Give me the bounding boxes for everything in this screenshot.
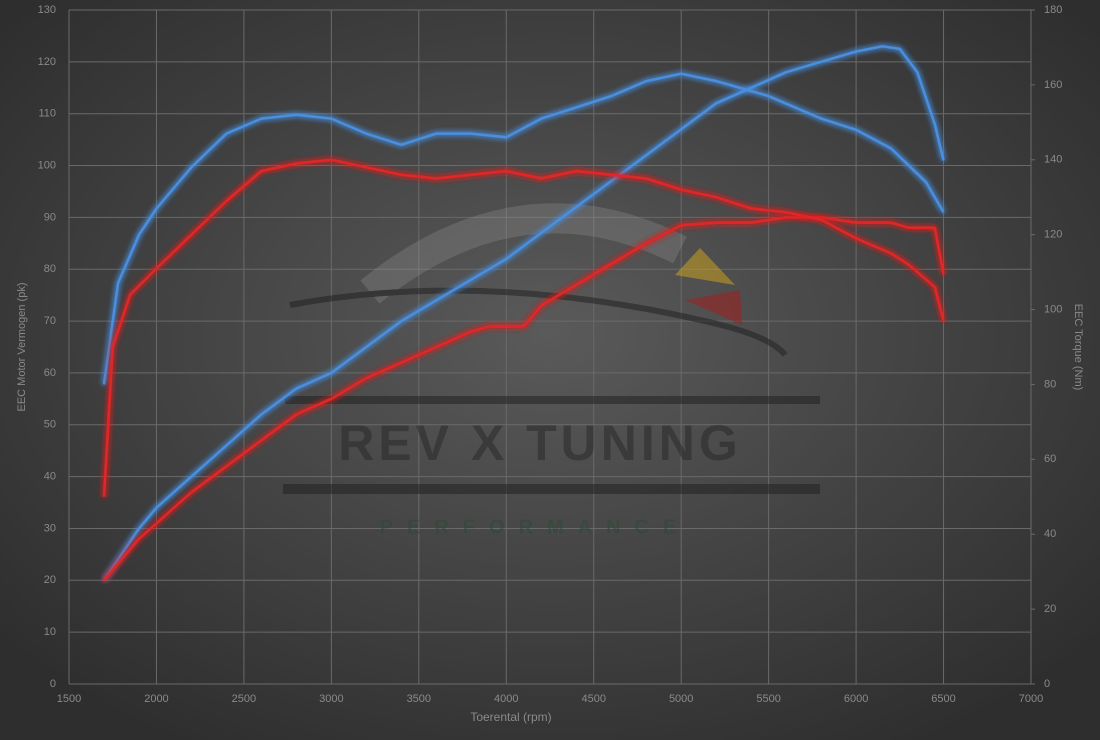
y2-tick-label: 60 (1044, 453, 1056, 465)
x-tick-label: 2500 (232, 693, 256, 705)
y2-axis-title: EEC Torque (Nm) (1072, 304, 1084, 391)
y-tick-label: 70 (44, 315, 56, 327)
series-line (103, 216, 945, 582)
series-line (102, 45, 945, 581)
watermark-logo: REV X TUNING PERFORMANCE (283, 203, 820, 538)
y2-tick-label: 20 (1044, 603, 1056, 615)
x-tick-label: 6000 (844, 693, 868, 705)
y-tick-label: 80 (44, 263, 56, 275)
x-tick-label: 5000 (669, 693, 693, 705)
y-tick-label: 20 (44, 574, 56, 586)
x-tick-label: 6500 (931, 693, 955, 705)
x-tick-label: 1500 (57, 693, 81, 705)
y-tick-label: 110 (38, 108, 56, 120)
y-axis-title: EEC Motor Vermogen (pk) (16, 283, 28, 412)
y2-tick-label: 0 (1044, 678, 1050, 690)
x-tick-label: 5500 (756, 693, 780, 705)
y-tick-label: 40 (44, 471, 56, 483)
series-line (102, 158, 945, 497)
y-tick-label: 50 (44, 419, 56, 431)
x-axis-title: Toerental (rpm) (470, 710, 551, 724)
x-tick-label: 7000 (1019, 693, 1043, 705)
x-tick-label: 4500 (581, 693, 605, 705)
y2-tick-label: 40 (1044, 528, 1056, 540)
y-tick-label: 0 (50, 678, 56, 690)
y2-tick-label: 140 (1044, 154, 1062, 166)
y-tick-label: 130 (38, 4, 56, 16)
x-tick-label: 3000 (319, 693, 343, 705)
y2-tick-label: 100 (1044, 303, 1062, 315)
y2-tick-label: 80 (1044, 378, 1056, 390)
y2-tick-label: 180 (1044, 4, 1062, 16)
watermark-sub: PERFORMANCE (380, 516, 691, 538)
y-tick-label: 100 (38, 159, 56, 171)
x-tick-label: 4000 (494, 693, 518, 705)
watermark: REV X TUNING (338, 415, 742, 471)
y-tick-label: 60 (44, 367, 56, 379)
y-tick-label: 120 (38, 56, 56, 68)
y-tick-label: 30 (44, 522, 56, 534)
series-line (102, 72, 945, 385)
y-tick-label: 10 (44, 626, 56, 638)
y2-tick-label: 120 (1044, 229, 1062, 241)
x-tick-label: 3500 (407, 693, 431, 705)
y2-tick-label: 160 (1044, 79, 1062, 91)
x-tick-label: 2000 (144, 693, 168, 705)
y-tick-label: 90 (44, 211, 56, 223)
